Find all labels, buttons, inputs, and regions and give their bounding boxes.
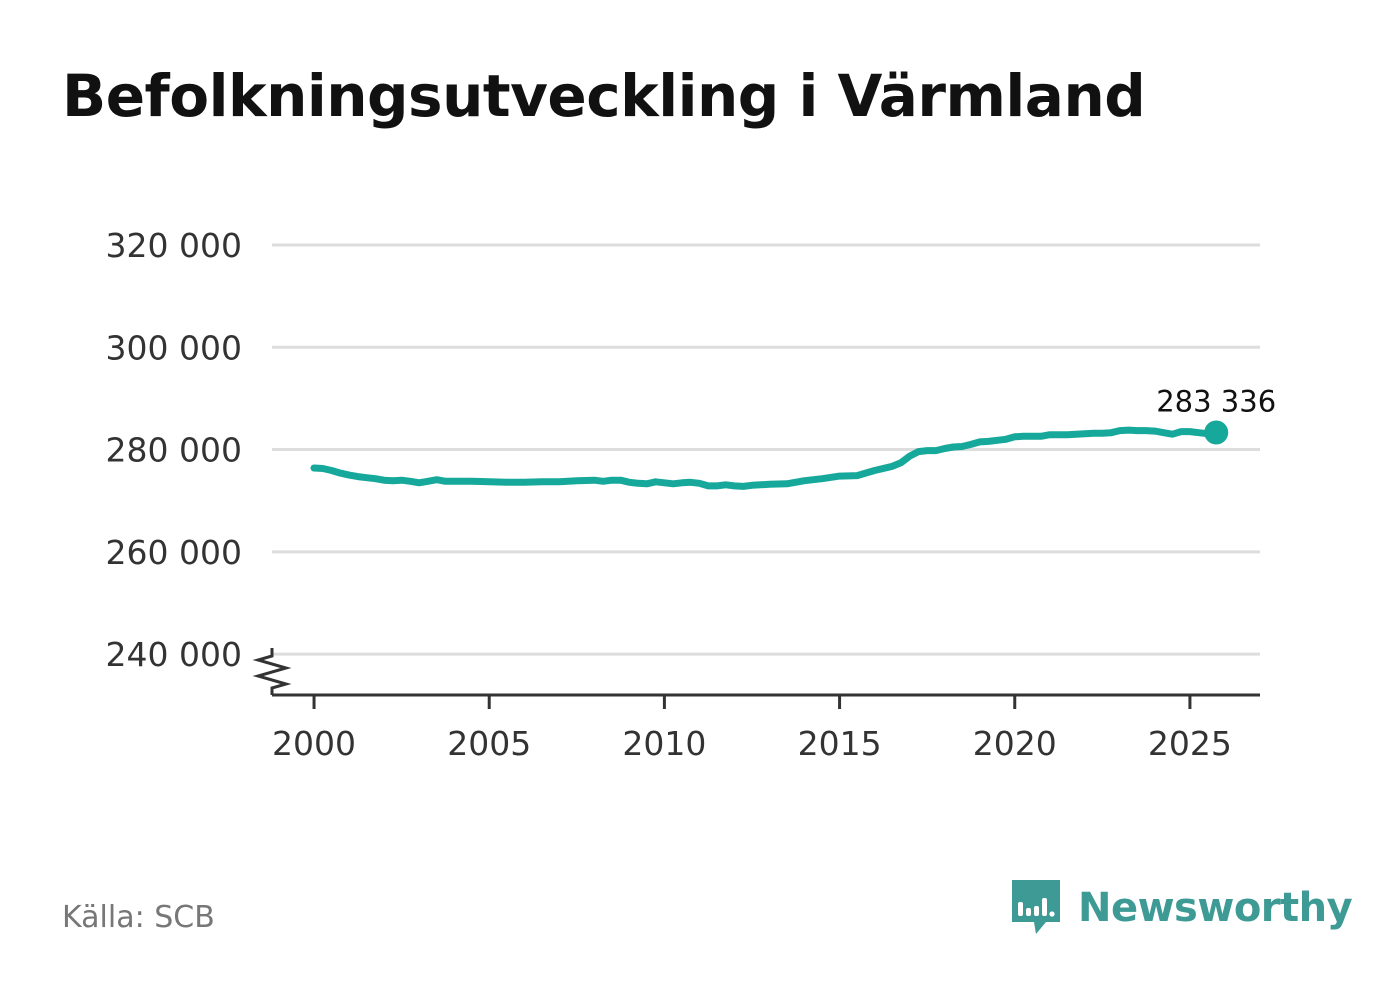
x-tick-label: 2005 [447, 724, 531, 763]
y-tick-label: 320 000 [106, 226, 242, 265]
brand-logo: Newsworthy [1010, 878, 1353, 938]
series-line [310, 426, 1220, 490]
x-tick-label: 2015 [798, 724, 882, 763]
y-tick-label: 300 000 [106, 328, 242, 367]
newsworthy-logo-icon [1012, 880, 1060, 934]
x-tick-label: 2000 [272, 724, 356, 763]
y-tick-label: 280 000 [106, 431, 242, 470]
y-tick-label: 240 000 [106, 635, 242, 674]
series: 283 336 [310, 384, 1276, 490]
source-note: Källa: SCB [62, 900, 215, 935]
brand-name: Newsworthy [1078, 885, 1353, 931]
last-value-label: 283 336 [1156, 384, 1276, 418]
last-point-marker [1204, 420, 1229, 445]
y-tick-label: 260 000 [106, 533, 242, 572]
x-tick-label: 2010 [622, 724, 706, 763]
axes: 240 000 260 000 280 000 300 000 320 000 2000 2… [106, 226, 1260, 763]
x-tick-label: 2020 [973, 724, 1057, 763]
chart-title: Befolkningsutveckling i Värmland [62, 62, 1146, 130]
x-tick-label: 2025 [1148, 724, 1232, 763]
gridlines [272, 243, 1260, 656]
axis-break-mark [252, 648, 292, 695]
